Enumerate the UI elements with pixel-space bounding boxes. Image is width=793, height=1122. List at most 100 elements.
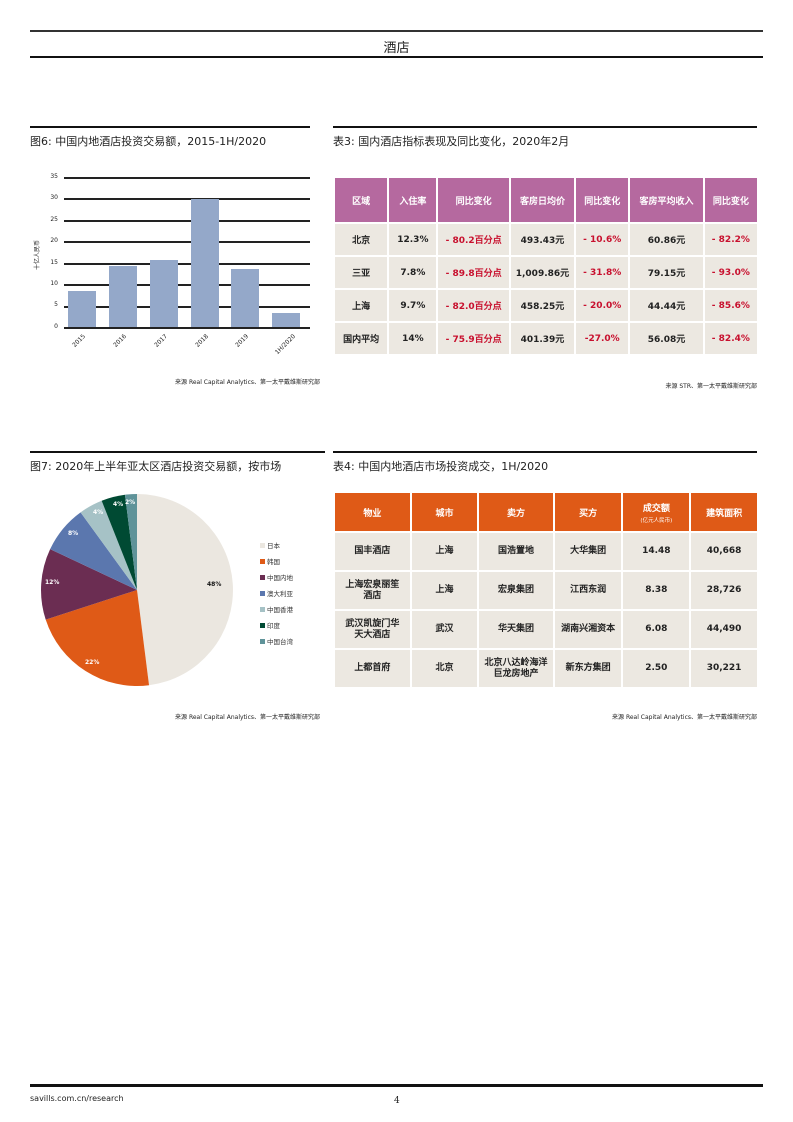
cell: - 10.6% (576, 224, 629, 255)
cell: 北京 (335, 224, 388, 255)
col-header-occupancy: 入住率 (389, 178, 437, 222)
footer-rule (30, 1084, 763, 1087)
pie-slice-taiwan (124, 494, 137, 590)
col-header-region: 区域 (335, 178, 388, 222)
legend-item-australia: 澳大利亚 (260, 585, 330, 601)
cell: 江西东润 (554, 572, 622, 609)
cell: - 20.0% (576, 290, 629, 321)
cell: 华天集团 (479, 611, 553, 648)
cell: 武汉凯旋门华天大酒店 (335, 611, 410, 648)
cell: 新东方集团 (554, 650, 622, 687)
cell: - 31.8% (576, 257, 629, 288)
legend-label: 中国香港 (267, 606, 293, 614)
cell: 9.7% (389, 290, 437, 321)
gridline (64, 284, 310, 286)
cell: 7.8% (389, 257, 437, 288)
table-row: 上海 9.7% - 82.0百分点 458.25元 - 20.0% 44.44元… (335, 290, 757, 321)
cell: 28,726 (691, 572, 757, 609)
table-row: 国丰酒店 上海 国浩置地 大华集团 14.48 40,668 (335, 533, 757, 570)
figure7-title: 图7: 2020年上半年亚太区酒店投资交易额，按市场 (30, 460, 282, 473)
cell: 6.08 (623, 611, 690, 648)
footer-url-link[interactable]: savills.com.cn/research (30, 1094, 124, 1103)
col-header-property: 物业 (335, 493, 410, 531)
pie-label-japan: 48% (207, 581, 222, 588)
cell: 8.38 (623, 572, 690, 609)
amount-unit: (亿元人民币) (640, 517, 673, 524)
x-tick: 1H/2020 (273, 333, 297, 357)
header-top-rule (30, 30, 763, 32)
pie-label-australia: 8% (68, 530, 79, 537)
legend-label: 中国内地 (267, 574, 293, 582)
legend-swatch (260, 590, 265, 596)
legend-label: 日本 (267, 542, 280, 550)
col-header-yoy: 同比变化 (576, 178, 629, 222)
cell: - 75.9百分点 (438, 323, 509, 354)
table4-header-row: 物业 城市 卖方 买方 成交额 (亿元人民币) 建筑面积 (335, 493, 757, 531)
cell: - 82.2% (704, 224, 757, 255)
cell: 上海宏泉丽笙酒店 (335, 572, 410, 609)
cell: 国内平均 (335, 323, 388, 354)
gridline (64, 241, 310, 243)
pie-label-korea: 22% (85, 659, 100, 666)
figure6-title: 图6: 中国内地酒店投资交易额，2015-1H/2020 (30, 135, 267, 148)
x-axis-line (64, 327, 310, 329)
figure7-source: 来源 Real Capital Analytics、第一太平戴维斯研究部 (175, 714, 320, 721)
cell: - 89.8百分点 (438, 257, 509, 288)
gridline (64, 306, 310, 308)
legend-item-mainland-china: 中国内地 (260, 569, 330, 585)
cell: - 93.0% (704, 257, 757, 288)
cell: 湖南兴湘资本 (554, 611, 622, 648)
amount-label: 成交额 (642, 503, 670, 514)
cell: - 85.6% (704, 290, 757, 321)
cell: 上都首府 (335, 650, 410, 687)
bar-2015 (68, 291, 96, 327)
table-row: 上海宏泉丽笙酒店 上海 宏泉集团 江西东润 8.38 28,726 (335, 572, 757, 609)
y-tick: 5 (54, 301, 58, 308)
pie-slice-japan (137, 494, 233, 686)
cell: 北京 (411, 650, 478, 687)
y-tick: 30 (50, 194, 58, 201)
figure6-rule (30, 126, 310, 128)
cell: 493.43元 (510, 224, 575, 255)
cell: -27.0% (576, 323, 629, 354)
y-axis-label: 十亿人民币 (34, 239, 41, 270)
cell: 1,009.86元 (510, 257, 575, 288)
table4-title: 表4: 中国内地酒店市场投资成交，1H/2020 (333, 460, 549, 473)
col-header-seller: 卖方 (479, 493, 553, 531)
col-header-gfa: 建筑面积 (691, 493, 757, 531)
legend-label: 中国台湾 (267, 638, 293, 646)
bar-1h2020 (272, 313, 300, 327)
cell: 2.50 (623, 650, 690, 687)
cell: 三亚 (335, 257, 388, 288)
cell: 30,221 (691, 650, 757, 687)
legend-swatch (260, 574, 265, 580)
bar-2017 (150, 260, 178, 327)
table-row: 国内平均 14% - 75.9百分点 401.39元 -27.0% 56.08元… (335, 323, 757, 354)
bar-2016 (109, 266, 137, 327)
x-tick: 2018 (194, 333, 210, 349)
cell: 44,490 (691, 611, 757, 648)
pie-svg (41, 494, 233, 686)
table4-rule (333, 451, 757, 453)
figure6-bar-chart: 35 30 25 20 15 10 5 0 十亿人民币 2015 2016 20… (30, 170, 310, 370)
table3: 区域 入住率 同比变化 客房日均价 同比变化 客房平均收入 同比变化 北京 12… (333, 176, 759, 356)
col-header-yoy: 同比变化 (704, 178, 757, 222)
cell: 44.44元 (630, 290, 703, 321)
col-header-buyer: 买方 (554, 493, 622, 531)
cell: 79.15元 (630, 257, 703, 288)
table-row: 北京 12.3% - 80.2百分点 493.43元 - 10.6% 60.86… (335, 224, 757, 255)
pie-label-mainland: 12% (45, 579, 60, 586)
pie-label-india: 4% (113, 501, 124, 508)
y-tick: 15 (50, 259, 58, 266)
legend-label: 印度 (267, 622, 280, 630)
cell: 上海 (411, 533, 478, 570)
col-header-city: 城市 (411, 493, 478, 531)
x-tick: 2017 (153, 333, 169, 349)
x-tick: 2019 (234, 333, 250, 349)
pie-label-taiwan: 2% (125, 499, 136, 506)
page-number: 4 (394, 1096, 400, 1106)
table3-rule (333, 126, 757, 128)
cell: 458.25元 (510, 290, 575, 321)
figure7-legend: 日本 韩国 中国内地 澳大利亚 中国香港 印度 中国台湾 (260, 537, 330, 649)
gridline (64, 198, 310, 200)
